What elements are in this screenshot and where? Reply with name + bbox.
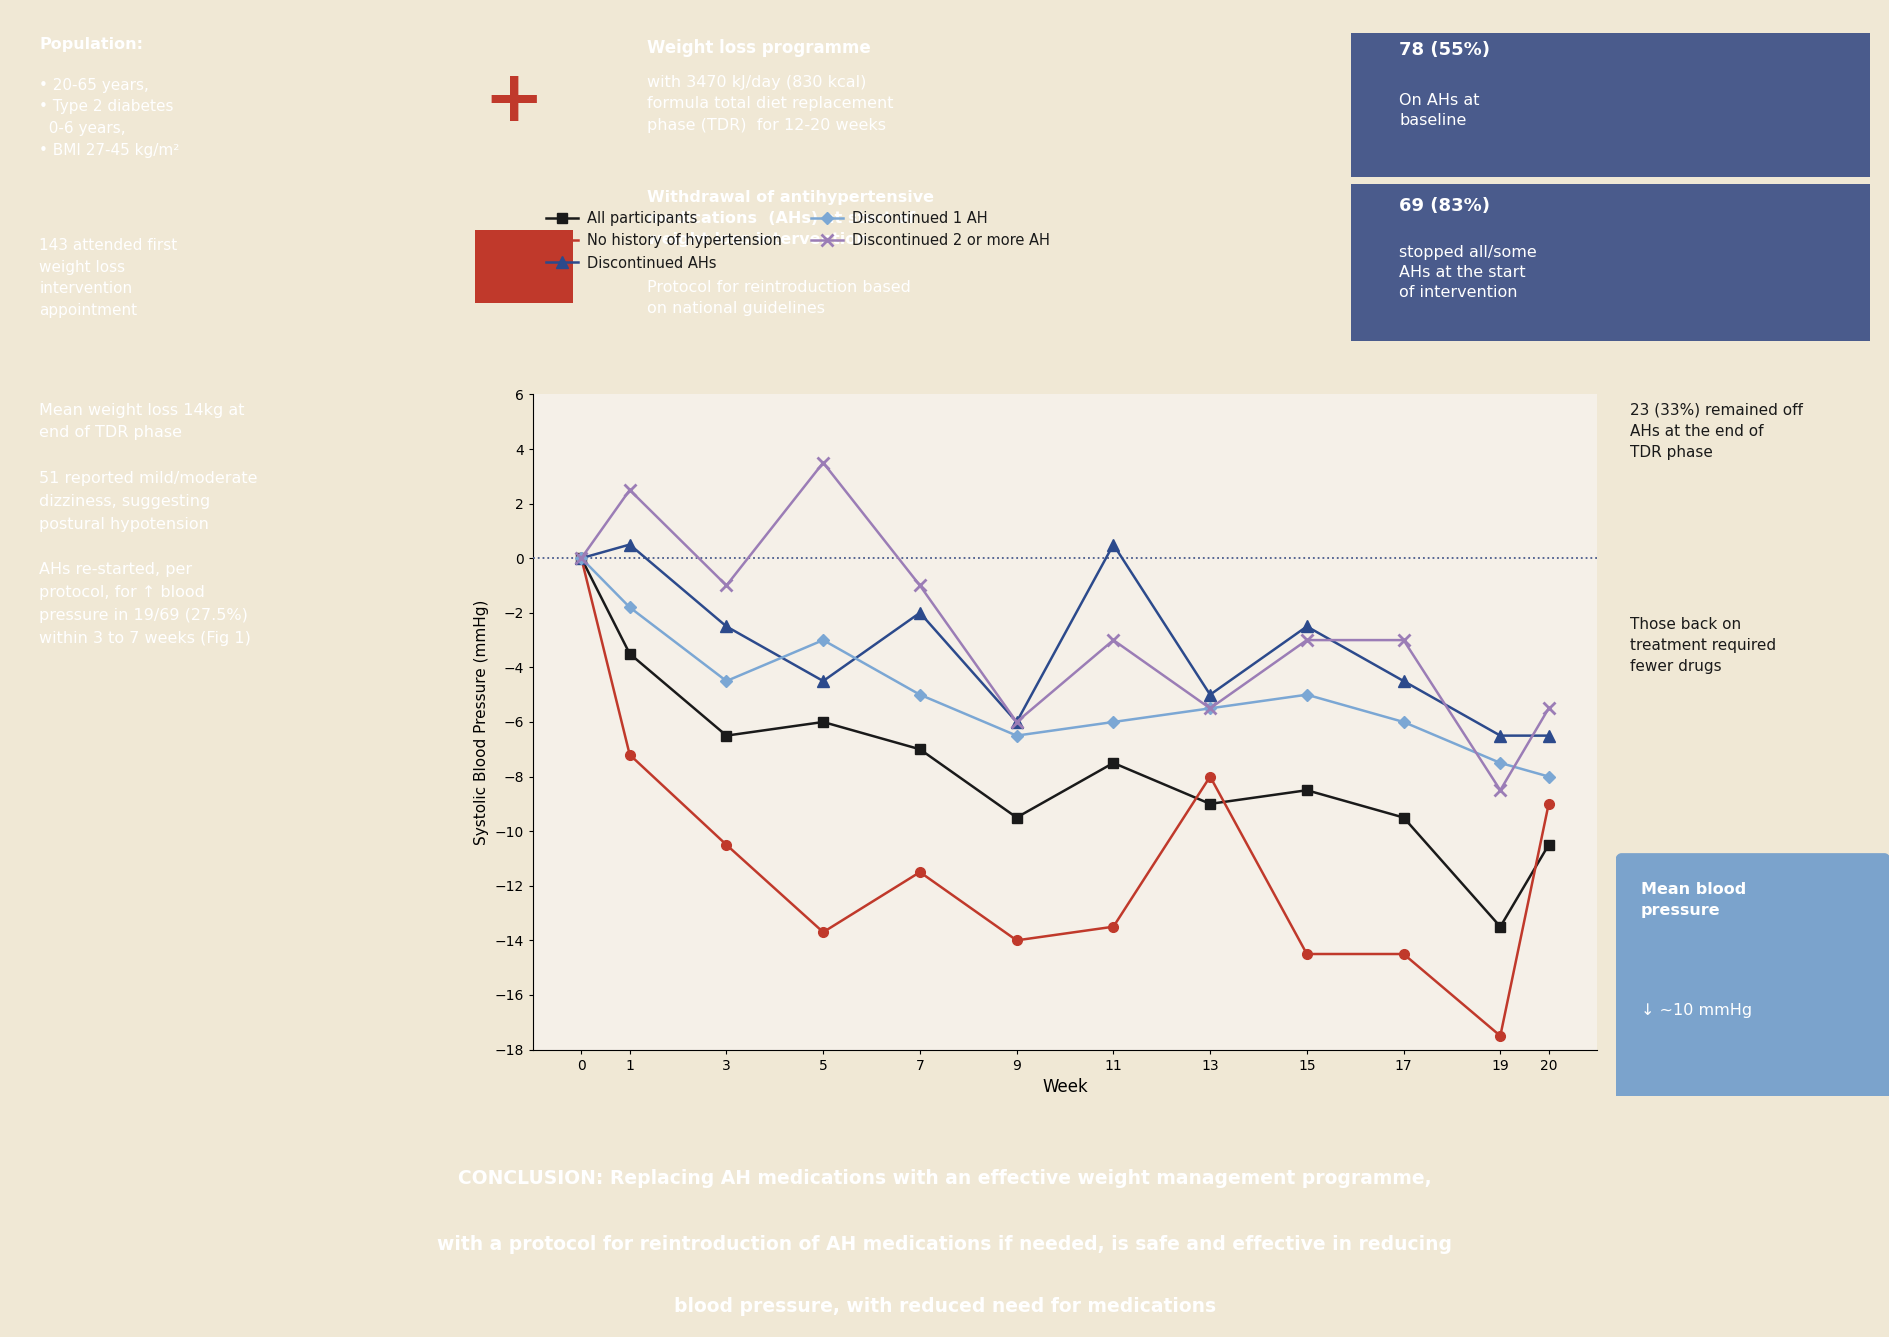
Discontinued AHs (1101, 536, 1124, 552)
Text: ↓ ~10 mmHg: ↓ ~10 mmHg (1640, 1003, 1751, 1019)
Text: Mean weight loss 14kg at
end of TDR phase

51 reported mild/moderate
dizziness, : Mean weight loss 14kg at end of TDR phas… (40, 402, 257, 646)
All participants (909, 741, 931, 757)
Text: Mean blood
pressure: Mean blood pressure (1640, 882, 1745, 917)
Discontinued 2 or more AH (1392, 632, 1415, 648)
Discontinued 1 AH (618, 599, 640, 615)
FancyBboxPatch shape (1613, 853, 1889, 1111)
No history of hypertension (812, 924, 835, 940)
Y-axis label: Systolic Blood Pressure (mmHg): Systolic Blood Pressure (mmHg) (474, 599, 489, 845)
No history of hypertension (1489, 1028, 1511, 1044)
Discontinued 2 or more AH (909, 578, 931, 594)
All participants (618, 646, 640, 662)
All participants (812, 714, 835, 730)
Line: Discontinued 2 or more AH: Discontinued 2 or more AH (574, 456, 1555, 797)
No history of hypertension (618, 746, 640, 762)
Text: 23 (33%) remained off
AHs at the end of
TDR phase: 23 (33%) remained off AHs at the end of … (1628, 402, 1802, 460)
Discontinued 1 AH (570, 551, 593, 567)
Discontinued AHs (1392, 673, 1415, 689)
Discontinued 2 or more AH (1489, 782, 1511, 798)
All participants (1101, 755, 1124, 771)
All participants (1392, 809, 1415, 825)
No history of hypertension (1392, 947, 1415, 963)
Discontinued AHs (714, 619, 737, 635)
Discontinued 1 AH (1392, 714, 1415, 730)
Text: Weight loss programme: Weight loss programme (646, 39, 869, 56)
Discontinued 1 AH (1489, 755, 1511, 771)
Discontinued 2 or more AH (1294, 632, 1317, 648)
Text: 69 (83%): 69 (83%) (1398, 197, 1489, 215)
Discontinued 2 or more AH (714, 578, 737, 594)
Discontinued 2 or more AH (1101, 632, 1124, 648)
Line: Discontinued AHs: Discontinued AHs (576, 539, 1553, 741)
No history of hypertension (1198, 769, 1220, 785)
All participants (1005, 809, 1028, 825)
Discontinued AHs (1005, 714, 1028, 730)
All participants (1294, 782, 1317, 798)
Line: All participants: All participants (576, 554, 1553, 932)
Discontinued 2 or more AH (1198, 701, 1220, 717)
Discontinued 2 or more AH (570, 551, 593, 567)
Text: Withdrawal of antihypertensive
medications  (AHs) at start of
weight loss interv: Withdrawal of antihypertensive medicatio… (646, 190, 933, 247)
No history of hypertension (570, 551, 593, 567)
All participants (570, 551, 593, 567)
Bar (474, 230, 572, 303)
Text: Those back on
treatment required
fewer drugs: Those back on treatment required fewer d… (1628, 618, 1776, 674)
Discontinued AHs (1536, 727, 1558, 743)
Discontinued AHs (618, 536, 640, 552)
Discontinued AHs (909, 604, 931, 620)
Discontinued 2 or more AH (618, 481, 640, 497)
Line: Discontinued 1 AH: Discontinued 1 AH (576, 554, 1553, 781)
Discontinued 1 AH (1005, 727, 1028, 743)
No history of hypertension (1005, 932, 1028, 948)
Text: Protocol for reintroduction based
on national guidelines: Protocol for reintroduction based on nat… (646, 281, 910, 316)
Discontinued AHs (1198, 687, 1220, 703)
No history of hypertension (1101, 919, 1124, 935)
Discontinued AHs (1489, 727, 1511, 743)
Bar (1351, 183, 1868, 341)
Discontinued AHs (812, 673, 835, 689)
All participants (714, 727, 737, 743)
All participants (1489, 919, 1511, 935)
Text: On AHs at
baseline: On AHs at baseline (1398, 94, 1479, 128)
Text: with a protocol for reintroduction of AH medications if needed, is safe and effe: with a protocol for reintroduction of AH… (436, 1235, 1453, 1254)
Line: No history of hypertension: No history of hypertension (576, 554, 1553, 1040)
Discontinued 2 or more AH (1005, 714, 1028, 730)
All participants (1536, 837, 1558, 853)
Discontinued AHs (1294, 619, 1317, 635)
Text: 78 (55%): 78 (55%) (1398, 41, 1489, 59)
Discontinued 2 or more AH (812, 455, 835, 471)
X-axis label: Week: Week (1041, 1078, 1088, 1096)
Text: stopped all/some
AHs at the start
of intervention: stopped all/some AHs at the start of int… (1398, 245, 1536, 299)
Discontinued 1 AH (1101, 714, 1124, 730)
Text: CONCLUSION: Replacing AH medications with an effective weight management program: CONCLUSION: Replacing AH medications wit… (457, 1169, 1432, 1187)
Discontinued 2 or more AH (1536, 701, 1558, 717)
Text: blood pressure, with reduced need for medications: blood pressure, with reduced need for me… (674, 1297, 1215, 1316)
Discontinued AHs (570, 551, 593, 567)
No history of hypertension (1536, 796, 1558, 812)
Text: • 20-65 years,
• Type 2 diabetes
  0-6 years,
• BMI 27-45 kg/m²: • 20-65 years, • Type 2 diabetes 0-6 yea… (40, 78, 179, 158)
Text: with 3470 kJ/day (830 kcal)
formula total diet replacement
phase (TDR)  for 12-2: with 3470 kJ/day (830 kcal) formula tota… (646, 75, 893, 132)
Discontinued 1 AH (1198, 701, 1220, 717)
Legend: All participants, No history of hypertension, Discontinued AHs, Discontinued 1 A: All participants, No history of hyperten… (540, 205, 1054, 277)
All participants (1198, 796, 1220, 812)
Discontinued 1 AH (909, 687, 931, 703)
Text: 143 attended first
weight loss
intervention
appointment: 143 attended first weight loss intervent… (40, 238, 178, 318)
Discontinued 1 AH (1294, 687, 1317, 703)
Discontinued 1 AH (812, 632, 835, 648)
No history of hypertension (909, 864, 931, 880)
Discontinued 1 AH (714, 673, 737, 689)
Discontinued 1 AH (1536, 769, 1558, 785)
No history of hypertension (714, 837, 737, 853)
No history of hypertension (1294, 947, 1317, 963)
Bar (1351, 33, 1868, 178)
Text: +: + (484, 67, 544, 136)
Text: Population:: Population: (40, 37, 144, 52)
